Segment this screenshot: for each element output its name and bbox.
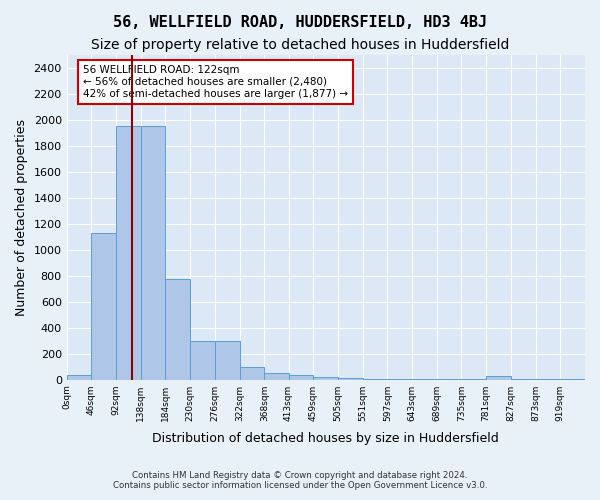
Bar [511, 379, 536, 380]
Bar [560, 379, 585, 380]
Bar [239, 366, 265, 380]
Bar [338, 378, 362, 380]
X-axis label: Distribution of detached houses by size in Huddersfield: Distribution of detached houses by size … [152, 432, 499, 445]
Bar [215, 340, 239, 380]
Bar [437, 379, 461, 380]
Bar [388, 379, 412, 380]
Text: 56, WELLFIELD ROAD, HUDDERSFIELD, HD3 4BJ: 56, WELLFIELD ROAD, HUDDERSFIELD, HD3 4B… [113, 15, 487, 30]
Bar [166, 279, 190, 380]
Text: Contains HM Land Registry data © Crown copyright and database right 2024.
Contai: Contains HM Land Registry data © Crown c… [113, 470, 487, 490]
Bar [289, 375, 313, 380]
Text: 56 WELLFIELD ROAD: 122sqm
← 56% of detached houses are smaller (2,480)
42% of se: 56 WELLFIELD ROAD: 122sqm ← 56% of detac… [83, 66, 348, 98]
Bar [67, 375, 91, 380]
Bar [536, 379, 560, 380]
Text: Size of property relative to detached houses in Huddersfield: Size of property relative to detached ho… [91, 38, 509, 52]
Bar [141, 126, 166, 380]
Y-axis label: Number of detached properties: Number of detached properties [15, 119, 28, 316]
Bar [313, 377, 338, 380]
Bar [265, 373, 289, 380]
Bar [486, 376, 511, 380]
Bar [116, 126, 141, 380]
Bar [461, 379, 486, 380]
Bar [190, 340, 215, 380]
Bar [91, 233, 116, 380]
Bar [362, 378, 388, 380]
Bar [412, 379, 437, 380]
